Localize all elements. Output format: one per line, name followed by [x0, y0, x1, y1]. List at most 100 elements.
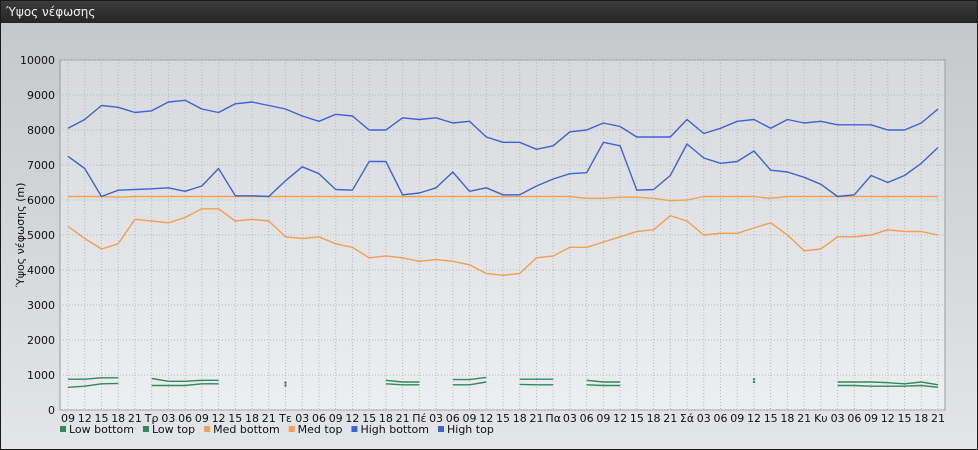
series-line-low-top: [452, 376, 487, 381]
x-tick-label: 15: [764, 412, 778, 425]
x-axis: 09 12 15 18 21 Τρ 03 06 09 12 15 18 21 Τε 03 06 09 12 15 18…: [61, 412, 945, 425]
series-line-low-bottom: [151, 383, 219, 387]
series-line-high-top: [67, 99, 939, 150]
x-tick-label: 12: [345, 412, 359, 425]
y-tick-label: 0: [48, 404, 55, 417]
y-axis: 0 1000 2000 3000 4000 5000 6000 7000 8000 9000 100…: [20, 54, 55, 417]
series-group: [67, 99, 939, 388]
x-tick-label: 12: [78, 412, 92, 425]
legend-label: Low bottom: [69, 423, 134, 436]
x-tick-label: 15: [94, 412, 108, 425]
x-tick-label: 09: [61, 412, 75, 425]
series-line-low-top: [385, 379, 420, 383]
y-tick-label: 9000: [27, 89, 55, 102]
x-tick-label: 03: [831, 412, 845, 425]
series-line-low-top: [586, 379, 621, 383]
legend-label: Med top: [298, 423, 343, 436]
legend-label: Low top: [152, 423, 195, 436]
y-tick-label: 5000: [27, 229, 55, 242]
series-line-high-bottom: [67, 141, 939, 198]
legend-swatch: [60, 426, 66, 432]
series-line-med-bottom: [67, 208, 939, 276]
x-tick-label: 18: [647, 412, 661, 425]
x-tick-label: 09: [195, 412, 209, 425]
y-tick-label: 8000: [27, 124, 55, 137]
x-tick-label: 06: [714, 412, 728, 425]
x-tick-label: 15: [630, 412, 644, 425]
window-title: Ύψος νέφωσης: [1, 1, 977, 23]
legend-swatch: [288, 426, 295, 432]
series-line-low-top: [752, 378, 756, 381]
x-tick-label: 18: [780, 412, 794, 425]
x-tick-label: 12: [881, 412, 895, 425]
x-tick-label: 15: [362, 412, 376, 425]
x-tick-label: 21: [128, 412, 142, 425]
y-tick-label: 1000: [27, 369, 55, 382]
y-tick-label: 6000: [27, 194, 55, 207]
x-tick-label: 12: [613, 412, 627, 425]
series-line-low-bottom: [284, 384, 287, 387]
y-tick-label: 2000: [27, 334, 55, 347]
y-tick-label: 3000: [27, 299, 55, 312]
x-tick-label: 03: [429, 412, 443, 425]
x-tick-label: 06: [178, 412, 192, 425]
x-tick-label: 18: [914, 412, 928, 425]
series-line-low-top: [284, 381, 287, 384]
x-tick-label: Πέ: [412, 412, 426, 425]
series-line-low-bottom: [837, 384, 939, 388]
x-tick-label: Σά: [680, 412, 694, 425]
x-tick-label: 21: [529, 412, 543, 425]
series-line-low-top: [151, 377, 219, 382]
x-tick-label: 18: [111, 412, 125, 425]
x-tick-label: Κυ: [814, 412, 828, 425]
x-tick-label: 21: [396, 412, 410, 425]
x-tick-label: 09: [596, 412, 610, 425]
series-line-low-bottom: [586, 384, 621, 387]
y-tick-label: 7000: [27, 159, 55, 172]
legend-swatch: [204, 426, 211, 432]
legend-swatch: [351, 426, 358, 432]
y-axis-label: Ύψος νέφωσης (m): [14, 183, 27, 289]
grid: [60, 59, 945, 411]
x-tick-label: 18: [379, 412, 393, 425]
x-tick-label: 21: [931, 412, 945, 425]
y-tick-label: 4000: [27, 264, 55, 277]
x-tick-label: Τε: [278, 412, 292, 425]
x-tick-label: 12: [212, 412, 226, 425]
x-tick-label: 06: [580, 412, 594, 425]
series-line-med-top: [68, 195, 938, 202]
legend-label: Med bottom: [213, 423, 280, 436]
x-tick-label: 03: [295, 412, 309, 425]
x-tick-label: 06: [847, 412, 861, 425]
series-line-low-top: [68, 377, 119, 380]
series-line-low-top: [837, 381, 939, 386]
x-tick-label: Πα: [545, 412, 561, 425]
x-tick-label: 12: [747, 412, 761, 425]
legend-label: High top: [447, 423, 494, 436]
x-tick-label: 15: [496, 412, 510, 425]
x-tick-label: 21: [797, 412, 811, 425]
x-tick-label: 06: [446, 412, 460, 425]
legend-swatch: [438, 426, 444, 432]
x-tick-label: 18: [245, 412, 259, 425]
x-tick-label: 15: [898, 412, 912, 425]
x-tick-label: 03: [161, 412, 175, 425]
x-tick-label: Τρ: [144, 412, 159, 425]
y-tick-label: 10000: [20, 54, 55, 67]
series-line-low-bottom: [752, 380, 756, 384]
x-tick-label: 09: [463, 412, 477, 425]
legend-label: High bottom: [360, 423, 429, 436]
legend-swatch: [142, 426, 149, 432]
series-line-low-bottom: [67, 382, 119, 388]
x-tick-label: 18: [513, 412, 527, 425]
x-tick-label: 12: [479, 412, 493, 425]
x-tick-label: 06: [312, 412, 326, 425]
x-tick-label: 03: [563, 412, 577, 425]
legend: Low bottom Low top Med bottom Med top High b…: [60, 423, 494, 436]
series-line-low-bottom: [452, 381, 487, 386]
x-tick-label: 09: [864, 412, 878, 425]
x-tick-label: 09: [730, 412, 744, 425]
x-tick-label: 21: [663, 412, 677, 425]
x-tick-label: 21: [262, 412, 276, 425]
